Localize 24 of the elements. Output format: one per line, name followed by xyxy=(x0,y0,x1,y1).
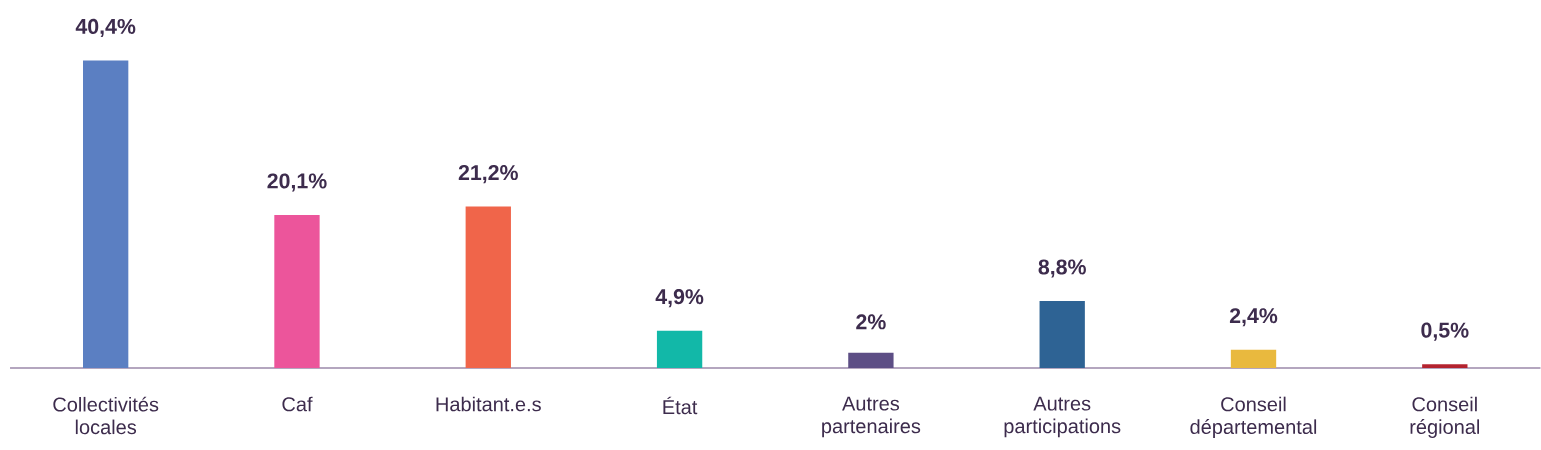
x-tick-label: État xyxy=(663,396,698,415)
data-label: 21,2% xyxy=(458,165,518,184)
bar xyxy=(1422,364,1468,368)
x-tick-label: Collectivités locales xyxy=(53,396,159,435)
data-label: 2,4% xyxy=(1229,308,1278,327)
x-tick-label: Conseil départemental xyxy=(1190,396,1317,438)
data-label: 40,4% xyxy=(75,18,136,38)
bar xyxy=(656,330,703,368)
bar xyxy=(83,60,129,368)
data-label: 0,5% xyxy=(1421,322,1469,341)
data-label: 4,9% xyxy=(655,289,704,308)
bar xyxy=(848,352,894,368)
bar xyxy=(1230,349,1277,368)
data-label: 2% xyxy=(856,314,886,330)
x-tick-label: Habitant.e.s xyxy=(436,396,541,412)
x-tick-label: Autres partenaires xyxy=(822,396,921,438)
bar xyxy=(465,206,511,368)
bar xyxy=(274,214,320,368)
bar xyxy=(1039,300,1085,368)
data-label: 8,8% xyxy=(1038,259,1086,278)
x-tick-label: Conseil régional xyxy=(1410,396,1480,438)
x-tick-label: Caf xyxy=(282,396,313,412)
data-label: 20,1% xyxy=(267,173,327,192)
x-tick-label: Autres participations xyxy=(1004,396,1121,438)
